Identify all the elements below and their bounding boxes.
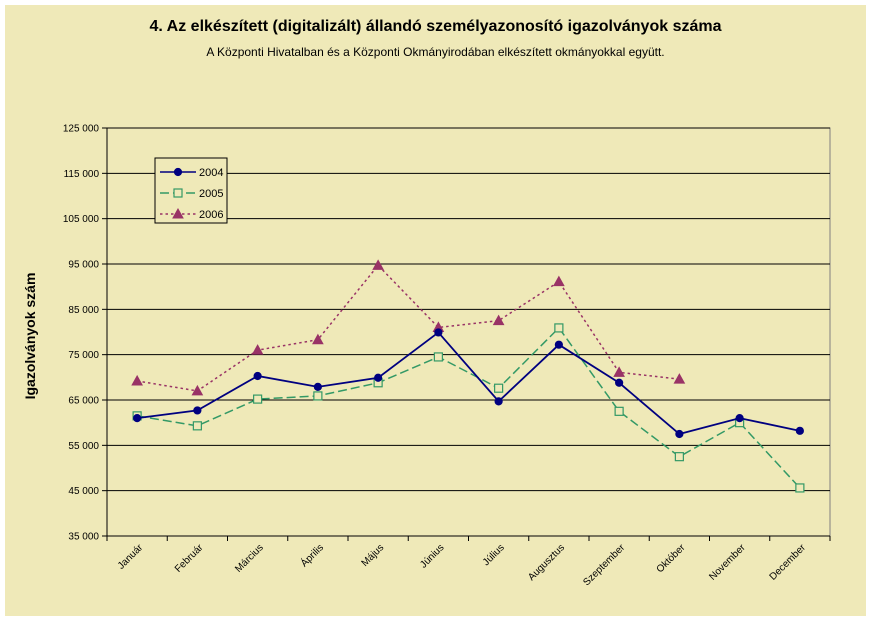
data-point — [613, 366, 625, 377]
y-tick-label: 95 000 — [68, 260, 99, 271]
data-point — [553, 275, 565, 287]
data-point — [253, 394, 263, 404]
data-point — [191, 384, 204, 396]
legend-label: 2006 — [199, 209, 223, 221]
legend-label: 2004 — [199, 167, 223, 179]
y-tick-label: 65 000 — [68, 396, 99, 407]
data-point — [554, 340, 563, 349]
x-tick-label: Június — [418, 542, 446, 570]
data-point — [554, 323, 564, 333]
data-point — [433, 352, 443, 362]
data-point — [615, 378, 624, 387]
y-tick-label: 75 000 — [68, 350, 99, 361]
data-point — [172, 207, 184, 219]
data-point — [253, 371, 262, 381]
data-point — [173, 167, 183, 177]
y-tick-label: 125 000 — [63, 124, 100, 135]
data-point — [494, 383, 504, 393]
y-tick-label: 105 000 — [63, 214, 100, 225]
data-point — [313, 382, 322, 391]
chart-title: 4. Az elkészített (digitalizált) állandó… — [149, 18, 722, 35]
data-point — [173, 188, 183, 198]
legend-label: 2005 — [199, 188, 223, 200]
series-line-2004 — [137, 331, 801, 435]
x-tick-label: December — [768, 542, 809, 583]
data-point — [795, 483, 805, 493]
data-point — [674, 452, 684, 462]
x-tick-label: Április — [298, 541, 326, 569]
data-point — [312, 333, 324, 345]
data-point — [251, 344, 264, 355]
data-point — [614, 406, 624, 416]
data-point — [313, 391, 323, 401]
y-tick-label: 55 000 — [68, 441, 99, 452]
data-point — [492, 314, 505, 326]
y-tick-label: 115 000 — [64, 169, 100, 180]
data-point — [675, 429, 684, 439]
data-point — [673, 373, 686, 384]
y-tick-label: 45 000 — [68, 486, 99, 497]
x-tick-label: Január — [116, 542, 146, 572]
data-point — [434, 328, 443, 337]
data-point — [372, 259, 384, 270]
y-tick-label: 35 000 — [68, 532, 99, 543]
data-point — [131, 374, 143, 386]
data-point — [193, 406, 202, 415]
x-tick-label: Február — [173, 542, 206, 575]
data-point — [735, 414, 744, 423]
x-tick-label: Szeptember — [581, 542, 627, 588]
series-line-2005 — [137, 326, 801, 489]
x-tick-label: Október — [655, 542, 688, 575]
x-tick-label: Május — [360, 542, 387, 569]
legend-box — [154, 157, 228, 224]
data-point — [494, 397, 503, 406]
data-point — [795, 426, 804, 435]
data-point — [374, 373, 383, 382]
x-tick-label: Március — [233, 542, 266, 575]
data-point — [133, 414, 142, 423]
x-tick-label: Augusztus — [526, 542, 567, 583]
x-tick-label: November — [707, 542, 748, 583]
chart-subtitle: A Központi Hivatalban és a Központi Okmá… — [206, 45, 665, 59]
data-point — [192, 421, 202, 431]
x-tick-label: Július — [481, 542, 507, 568]
y-tick-label: 85 000 — [68, 305, 99, 316]
